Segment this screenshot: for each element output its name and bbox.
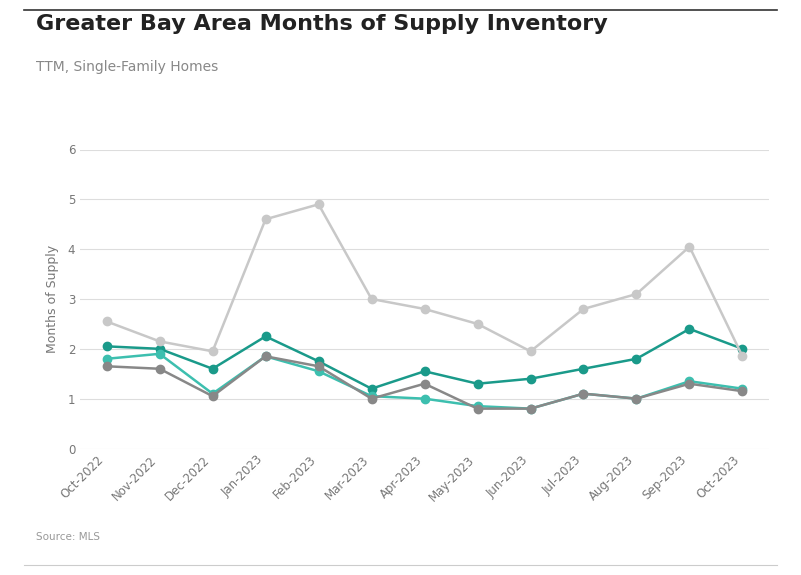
San Francisco bbox=[367, 296, 376, 302]
San Francisco bbox=[102, 318, 111, 325]
East Bay bbox=[632, 395, 642, 402]
San Francisco bbox=[207, 348, 217, 355]
North Bay bbox=[207, 365, 217, 372]
East Bay bbox=[207, 390, 217, 397]
North Bay bbox=[578, 365, 588, 372]
North Bay bbox=[420, 368, 429, 375]
Silicon Valley bbox=[367, 395, 376, 402]
North Bay bbox=[738, 346, 747, 352]
North Bay bbox=[473, 380, 482, 387]
Silicon Valley bbox=[525, 405, 535, 412]
North Bay bbox=[314, 358, 324, 365]
San Francisco bbox=[685, 243, 694, 250]
East Bay bbox=[155, 350, 164, 357]
East Bay bbox=[314, 368, 324, 375]
San Francisco bbox=[155, 338, 164, 345]
East Bay bbox=[102, 355, 111, 362]
Line: North Bay: North Bay bbox=[103, 325, 747, 393]
East Bay bbox=[420, 395, 429, 402]
Silicon Valley bbox=[632, 395, 642, 402]
North Bay bbox=[525, 375, 535, 382]
East Bay bbox=[578, 390, 588, 397]
San Francisco bbox=[632, 290, 642, 297]
San Francisco bbox=[525, 348, 535, 355]
East Bay bbox=[525, 405, 535, 412]
East Bay bbox=[738, 385, 747, 392]
San Francisco bbox=[420, 305, 429, 312]
Silicon Valley bbox=[261, 353, 271, 360]
Line: East Bay: East Bay bbox=[103, 350, 747, 413]
North Bay bbox=[102, 343, 111, 350]
East Bay bbox=[473, 402, 482, 409]
North Bay bbox=[367, 385, 376, 392]
Text: TTM, Single-Family Homes: TTM, Single-Family Homes bbox=[36, 60, 219, 74]
Silicon Valley bbox=[102, 363, 111, 370]
San Francisco bbox=[578, 305, 588, 312]
Text: Greater Bay Area Months of Supply Inventory: Greater Bay Area Months of Supply Invent… bbox=[36, 14, 608, 34]
San Francisco bbox=[738, 353, 747, 360]
Silicon Valley bbox=[473, 405, 482, 412]
North Bay bbox=[261, 333, 271, 340]
Text: Source: MLS: Source: MLS bbox=[36, 532, 100, 542]
San Francisco bbox=[261, 216, 271, 223]
San Francisco bbox=[314, 201, 324, 208]
Y-axis label: Months of Supply: Months of Supply bbox=[46, 245, 59, 353]
Silicon Valley bbox=[314, 363, 324, 370]
East Bay bbox=[367, 393, 376, 400]
Line: Silicon Valley: Silicon Valley bbox=[103, 352, 747, 413]
North Bay bbox=[685, 325, 694, 332]
East Bay bbox=[685, 378, 694, 385]
Silicon Valley bbox=[207, 393, 217, 400]
Silicon Valley bbox=[738, 388, 747, 394]
Silicon Valley bbox=[685, 380, 694, 387]
Silicon Valley bbox=[578, 390, 588, 397]
Silicon Valley bbox=[420, 380, 429, 387]
North Bay bbox=[632, 355, 642, 362]
Silicon Valley bbox=[155, 365, 164, 372]
East Bay bbox=[261, 353, 271, 360]
Line: San Francisco: San Francisco bbox=[103, 200, 747, 361]
North Bay bbox=[155, 346, 164, 352]
San Francisco bbox=[473, 320, 482, 327]
